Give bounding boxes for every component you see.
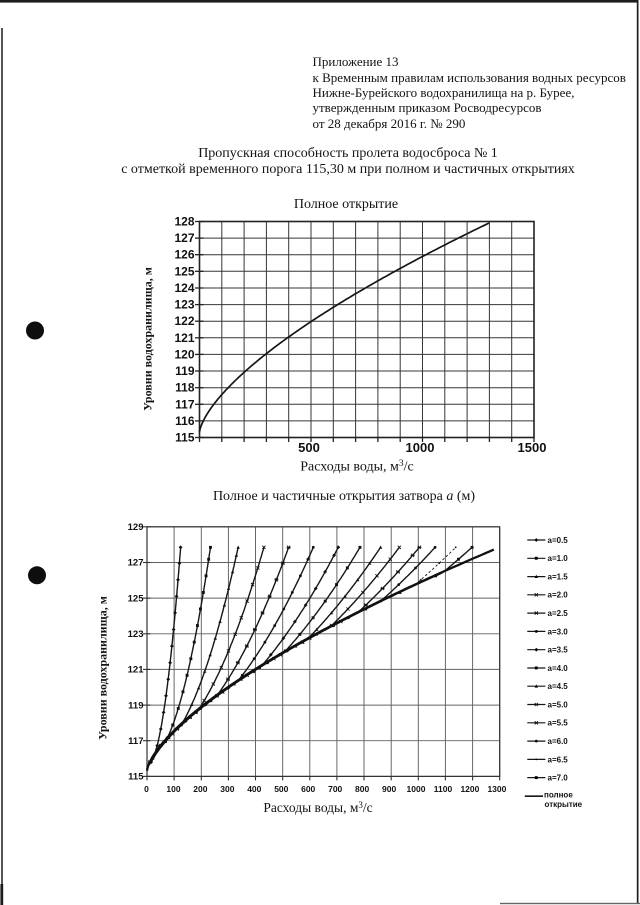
svg-text:1500: 1500	[518, 440, 547, 455]
svg-text:Расходы воды, м3/с: Расходы воды, м3/с	[263, 800, 372, 815]
svg-text:121: 121	[128, 665, 145, 676]
svg-text:a=2.5: a=2.5	[548, 609, 569, 618]
svg-text:124: 124	[174, 281, 194, 295]
svg-text:122: 122	[174, 314, 194, 328]
svg-text:100: 100	[166, 784, 180, 794]
svg-text:125: 125	[174, 264, 194, 278]
svg-text:400: 400	[247, 784, 261, 794]
svg-text:800: 800	[355, 784, 369, 794]
svg-text:118: 118	[175, 381, 195, 395]
svg-text:0: 0	[144, 784, 149, 794]
svg-text:125: 125	[128, 593, 145, 604]
svg-text:117: 117	[128, 736, 143, 747]
svg-text:121: 121	[174, 331, 194, 345]
svg-text:1000: 1000	[406, 440, 435, 455]
svg-text:Уровни водохранилища, м: Уровни водохранилища, м	[141, 267, 155, 411]
svg-text:открытие: открытие	[545, 800, 583, 809]
svg-text:a=6.0: a=6.0	[548, 737, 569, 746]
svg-text:123: 123	[174, 298, 194, 312]
svg-text:700: 700	[328, 784, 342, 794]
svg-text:127: 127	[174, 231, 194, 245]
svg-text:900: 900	[382, 784, 396, 794]
svg-text:Расходы воды, м3/с: Расходы воды, м3/с	[300, 459, 413, 475]
svg-text:a=1.5: a=1.5	[548, 573, 569, 582]
svg-text:a=2.0: a=2.0	[548, 591, 569, 600]
svg-text:117: 117	[175, 397, 195, 411]
svg-text:116: 116	[175, 414, 195, 428]
svg-text:200: 200	[193, 784, 207, 794]
svg-text:a=5.0: a=5.0	[548, 700, 569, 709]
svg-text:127: 127	[128, 558, 144, 569]
svg-text:120: 120	[174, 347, 194, 361]
svg-text:115: 115	[128, 772, 144, 783]
svg-text:полное: полное	[544, 790, 573, 799]
svg-text:300: 300	[220, 784, 234, 794]
svg-text:119: 119	[175, 364, 195, 378]
svg-text:a=3.0: a=3.0	[548, 627, 569, 636]
svg-text:a=0.5: a=0.5	[548, 536, 569, 545]
svg-text:1000: 1000	[407, 784, 426, 794]
svg-text:128: 128	[174, 215, 194, 229]
svg-text:600: 600	[301, 784, 315, 794]
svg-text:a=6.5: a=6.5	[548, 755, 569, 764]
svg-text:500: 500	[298, 440, 320, 455]
svg-text:a=4.5: a=4.5	[548, 682, 569, 691]
svg-text:1100: 1100	[434, 784, 453, 794]
svg-text:a=4.0: a=4.0	[548, 664, 569, 673]
svg-text:500: 500	[274, 784, 288, 794]
svg-text:a=1.0: a=1.0	[548, 554, 569, 563]
svg-text:Уровни водохранилища, м: Уровни водохранилища, м	[96, 596, 110, 740]
svg-text:1200: 1200	[460, 784, 479, 794]
svg-text:a=3.5: a=3.5	[548, 646, 569, 655]
svg-text:119: 119	[128, 700, 143, 711]
svg-text:a=5.5: a=5.5	[548, 719, 569, 728]
svg-text:126: 126	[174, 248, 194, 262]
svg-text:a=7.0: a=7.0	[548, 774, 569, 783]
svg-text:1300: 1300	[487, 784, 506, 794]
svg-text:115: 115	[175, 431, 195, 445]
svg-text:129: 129	[128, 522, 144, 533]
svg-text:123: 123	[128, 629, 144, 640]
